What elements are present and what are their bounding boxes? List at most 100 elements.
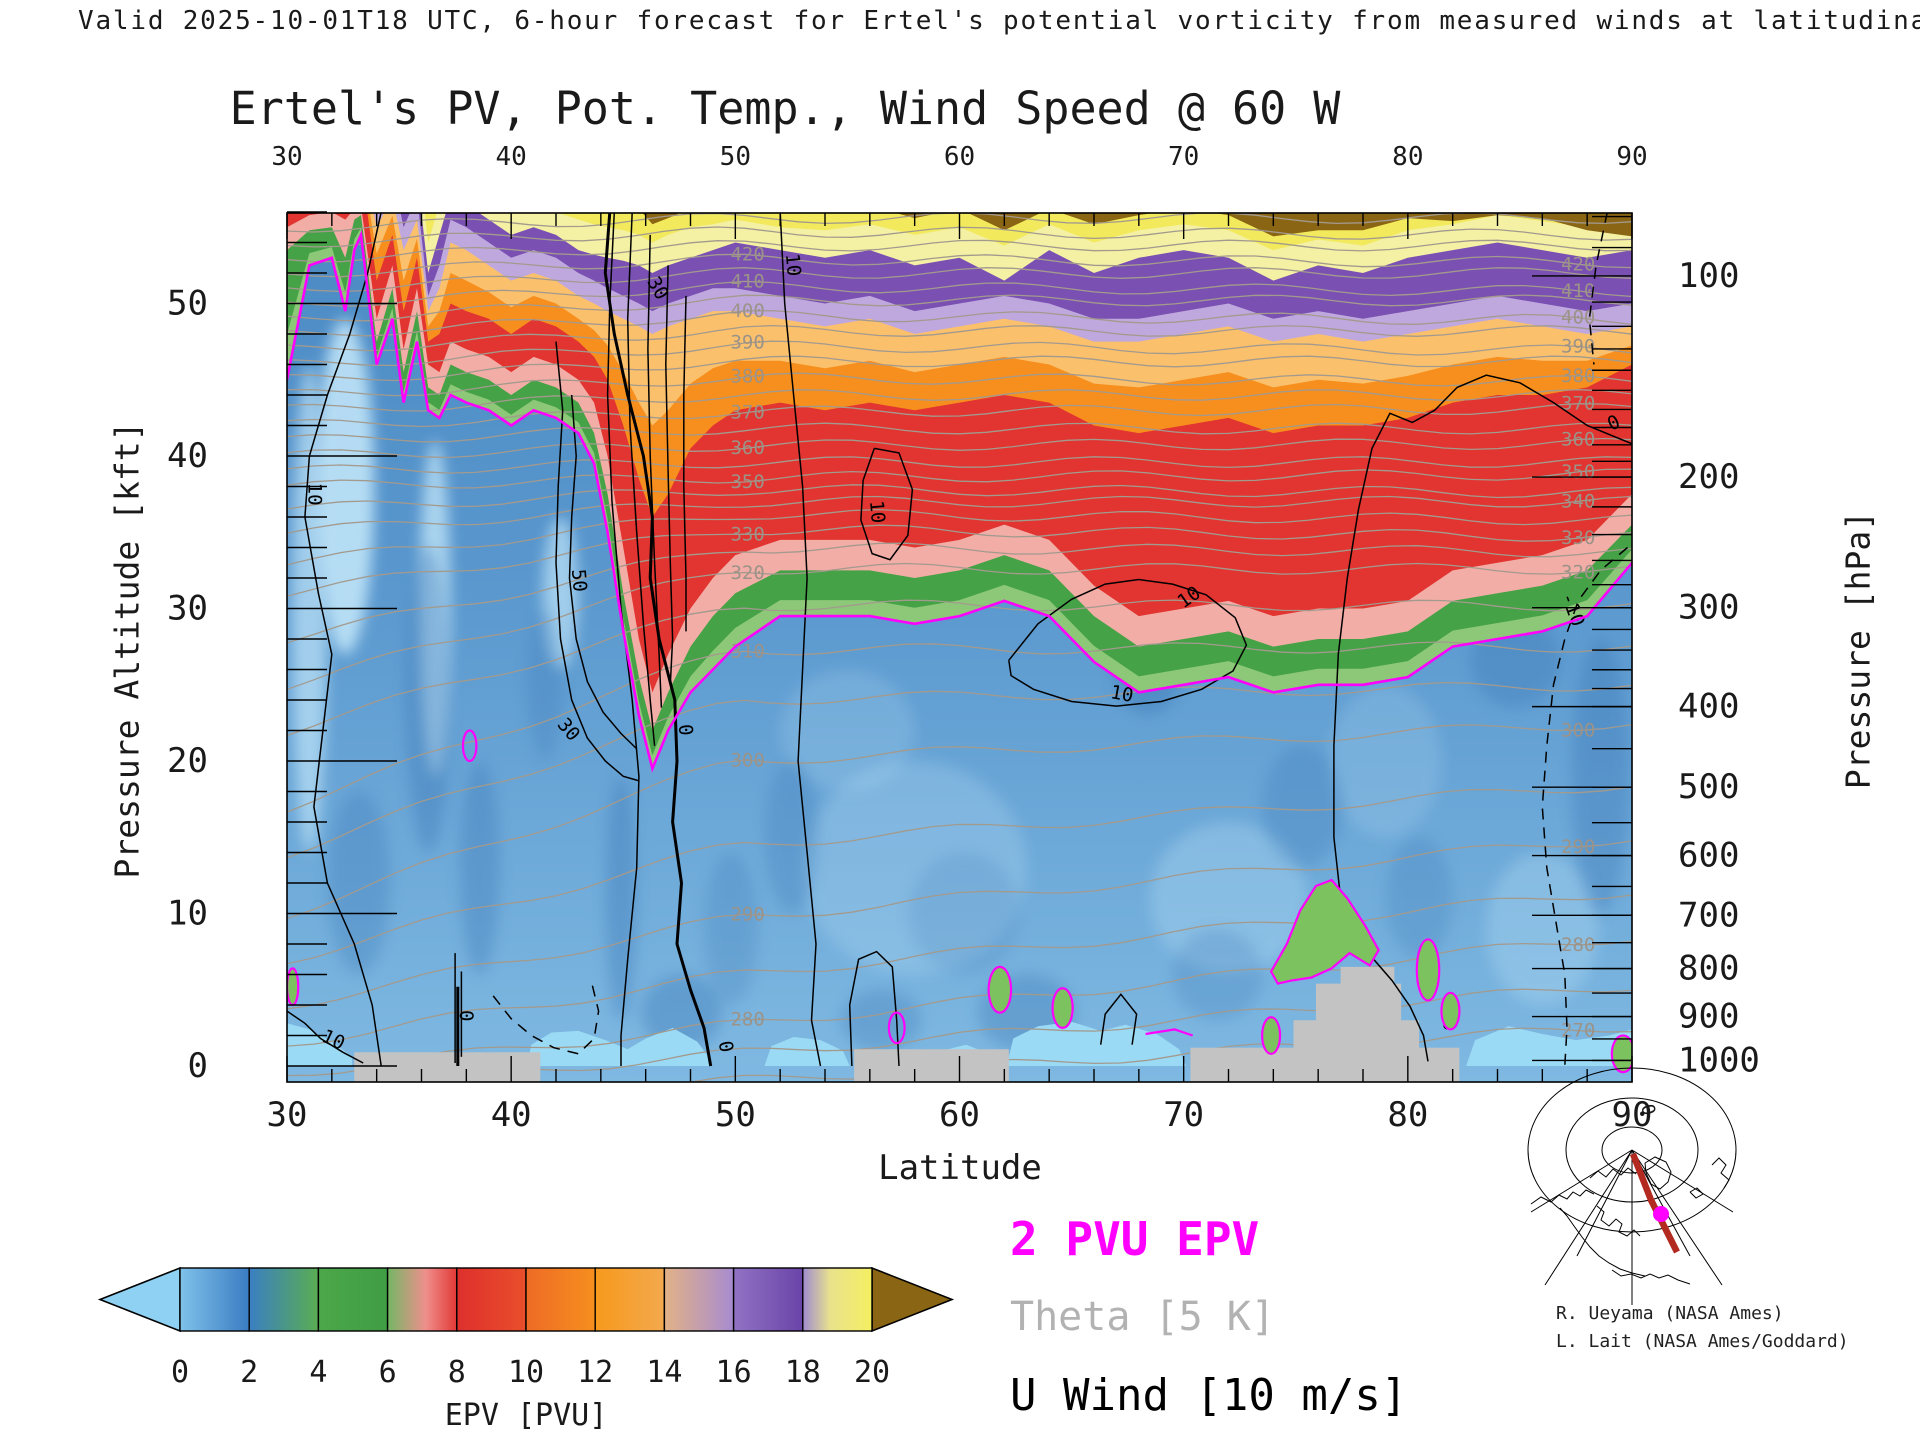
- theta-label-320: 320: [730, 562, 764, 584]
- high-pv-shading: [907, 852, 1020, 975]
- colorbar-segment: [802, 1267, 873, 1332]
- theta-line-285: [287, 894, 1632, 1047]
- pv-2pvu-blob: [1415, 938, 1441, 1002]
- colorbar-segment: [594, 1267, 666, 1332]
- low-pv-shading: [780, 669, 915, 792]
- theta-label-410: 410: [730, 270, 764, 292]
- theta-line-385: [287, 355, 1632, 382]
- high-pv-shading: [764, 761, 819, 914]
- legend-entry-theta: Theta [5 K]: [1010, 1294, 1275, 1340]
- theta-line-370: [287, 403, 1632, 428]
- uwind-label: 0: [714, 1039, 738, 1054]
- uwind-label: 50: [567, 568, 591, 593]
- terrain-block: [1340, 966, 1395, 1082]
- x-tick-bottom-80: 80: [1387, 1095, 1428, 1135]
- colorbar-under-arrow: [97, 1266, 181, 1333]
- colorbar-segment: [317, 1267, 389, 1332]
- colorbar-segment: [732, 1267, 804, 1332]
- uwind-label: 0: [455, 1010, 477, 1021]
- pv-2pvu-dash: [1145, 1028, 1193, 1037]
- theta-line-425: [287, 239, 1632, 263]
- colorbar-tick-4: 4: [309, 1355, 327, 1390]
- theta-line-395: [287, 324, 1632, 352]
- theta-label-270: 270: [1561, 1020, 1595, 1042]
- uwind-line: [665, 265, 674, 685]
- axis-ticks: [286, 211, 1633, 1082]
- x-tick-top-60: 60: [944, 142, 975, 172]
- theta-label-390: 390: [730, 332, 764, 354]
- theta-label-350: 350: [730, 471, 764, 493]
- legend-entry-2pvu-epv: 2 PVU EPV: [1010, 1212, 1260, 1266]
- colorbar-tick-14: 14: [646, 1355, 682, 1390]
- uwind-label: 10: [303, 483, 325, 506]
- theta-line-295: [287, 785, 1632, 965]
- theta-label-400: 400: [730, 300, 764, 322]
- pv-patch-greenland: [1269, 878, 1380, 985]
- y-tick-hpa-900: 900: [1678, 997, 1739, 1037]
- pv-2pvu-blob: [987, 965, 1013, 1014]
- theta-label-410: 410: [1561, 280, 1595, 302]
- colorbar-tick-6: 6: [379, 1355, 397, 1390]
- x-tick-top-80: 80: [1392, 142, 1423, 172]
- theta-line-325: [287, 542, 1632, 644]
- low-pv-shading: [316, 318, 375, 655]
- uwind-edge-label: 0: [1636, 1102, 1659, 1118]
- high-pv-shading: [327, 791, 391, 975]
- surface-low-pv-patch: [1466, 1026, 1632, 1066]
- high-pv-shading: [605, 776, 637, 1021]
- high-pv-shading: [840, 989, 922, 1051]
- uwind-line: [304, 213, 382, 1067]
- theta-label-370: 370: [730, 401, 764, 423]
- y-tick-hpa-800: 800: [1678, 949, 1739, 989]
- uwind-line: [555, 341, 640, 782]
- colorbar-tick-10: 10: [508, 1355, 544, 1390]
- pv-2pvu-blob: [1610, 1034, 1632, 1074]
- theta-label-380: 380: [1561, 365, 1595, 387]
- low-pv-shading: [1329, 684, 1442, 838]
- legend-entry-uwind: U Wind [10 m/s]: [1010, 1370, 1408, 1421]
- theta-line-410: [287, 280, 1632, 307]
- uwind-line: [1333, 374, 1632, 1062]
- terrain-block: [354, 1052, 541, 1082]
- uwind-line: [1541, 546, 1628, 1067]
- pv-2pvu-blob: [461, 729, 478, 763]
- map-coastline: [1559, 1207, 1646, 1277]
- colorbar-tick-2: 2: [240, 1355, 258, 1390]
- theta-label-290: 290: [1561, 836, 1595, 858]
- page-title: Ertel's PV, Pot. Temp., Wind Speed @ 60 …: [229, 82, 1341, 135]
- y-tick-kft-10: 10: [167, 894, 208, 934]
- map-coastline: [1689, 1187, 1704, 1199]
- theta-label-320: 320: [1561, 562, 1595, 584]
- theta-line-405: [287, 294, 1632, 322]
- high-pv-shading: [405, 547, 451, 853]
- map-graticule-meridian: [1544, 1149, 1633, 1286]
- y-tick-hpa-600: 600: [1678, 836, 1739, 876]
- colorbar-segment: [525, 1267, 596, 1332]
- theta-line-415: [287, 267, 1632, 293]
- map-coastline: [1611, 1269, 1691, 1285]
- y-tick-hpa-200: 200: [1678, 457, 1739, 497]
- x-tick-bottom-70: 70: [1163, 1095, 1204, 1135]
- uwind-line: [287, 1010, 364, 1064]
- x-tick-top-30: 30: [271, 142, 302, 172]
- uwind-line: [603, 213, 713, 1067]
- y-tick-hpa-1000: 1000: [1678, 1040, 1760, 1080]
- theta-line-350: [287, 468, 1632, 489]
- theta-label-360: 360: [1561, 429, 1595, 451]
- y-tick-hpa-400: 400: [1678, 687, 1739, 727]
- uwind-line: [606, 213, 640, 1066]
- x-tick-bottom-40: 40: [491, 1095, 532, 1135]
- x-tick-top-50: 50: [720, 142, 751, 172]
- y-tick-hpa-100: 100: [1678, 256, 1739, 296]
- uwind-line: [1099, 993, 1138, 1045]
- uwind-line: [568, 394, 638, 750]
- high-pv-shading: [526, 608, 563, 761]
- map-transect-line: [1629, 1152, 1680, 1254]
- terrain-block: [854, 1049, 1009, 1082]
- colorbar-over-arrow: [871, 1266, 955, 1333]
- colorbar-tick-0: 0: [171, 1355, 189, 1390]
- theta-line-330: [287, 524, 1632, 597]
- colorbar-segment: [456, 1267, 527, 1332]
- low-pv-shading: [1486, 852, 1599, 1005]
